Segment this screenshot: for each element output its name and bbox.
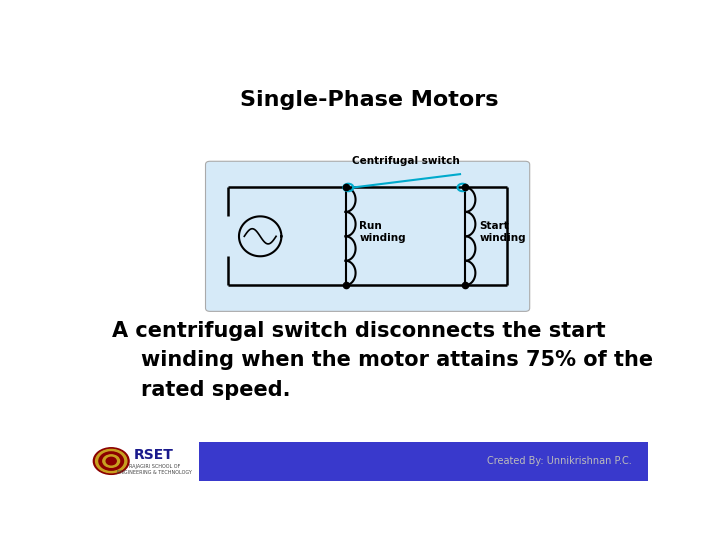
Text: A centrifugal switch disconnects the start: A centrifugal switch disconnects the sta… <box>112 321 606 341</box>
Text: Start
winding: Start winding <box>480 221 526 243</box>
Circle shape <box>94 448 129 474</box>
Circle shape <box>96 449 127 472</box>
Text: Created By: Unnikrishnan P.C.: Created By: Unnikrishnan P.C. <box>487 456 631 466</box>
Text: Centrifugal switch: Centrifugal switch <box>351 156 459 166</box>
Circle shape <box>99 452 124 470</box>
Text: Single-Phase Motors: Single-Phase Motors <box>240 90 498 110</box>
Text: RAJAGIRI SCHOOL OF
ENGINEERING & TECHNOLOGY: RAJAGIRI SCHOOL OF ENGINEERING & TECHNOL… <box>117 464 192 475</box>
Text: rated speed.: rated speed. <box>112 380 291 400</box>
Bar <box>90 442 199 481</box>
Text: Run
winding: Run winding <box>359 221 406 243</box>
Circle shape <box>103 455 120 467</box>
Text: winding when the motor attains 75% of the: winding when the motor attains 75% of th… <box>112 350 654 370</box>
Circle shape <box>106 457 116 465</box>
FancyBboxPatch shape <box>205 161 530 312</box>
Bar <box>90 442 648 481</box>
Text: RSET: RSET <box>134 448 174 462</box>
